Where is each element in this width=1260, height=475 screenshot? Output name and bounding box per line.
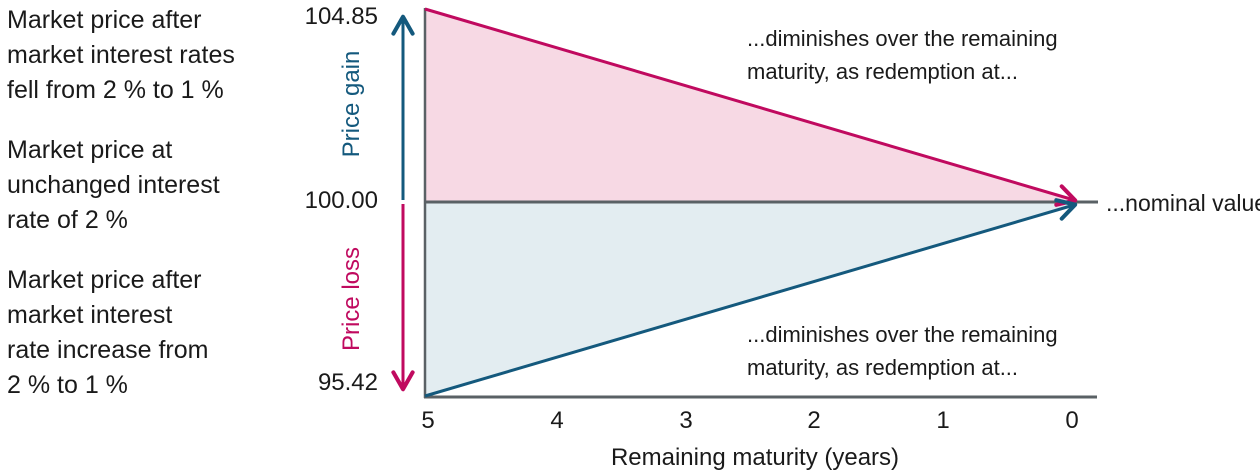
x-tick-0: 0	[1065, 407, 1079, 434]
annotation-upper-diminishes: ...diminishes over the remaining maturit…	[747, 26, 1058, 84]
x-tick-3: 3	[679, 407, 693, 434]
caption-price-after-rate-increase: Market price after market interest rate …	[7, 266, 209, 399]
annotation-lower-diminishes: ...diminishes over the remaining maturit…	[747, 322, 1058, 380]
annotation-nominal-value: ...nominal value	[1106, 190, 1260, 216]
price-loss-label: Price loss	[338, 246, 365, 352]
x-tick-1: 1	[936, 407, 950, 434]
x-tick-2: 2	[807, 407, 821, 434]
x-tick-4: 4	[550, 407, 564, 434]
y-value-95-42: 95.42	[317, 369, 378, 396]
price-gain-label: Price gain	[338, 50, 365, 158]
y-value-100-00: 100.00	[304, 187, 378, 214]
price-loss-path	[424, 198, 1078, 398]
price-gain-path	[424, 7, 1078, 207]
caption-price-unchanged-rate: Market price at unchanged interest rate …	[7, 136, 220, 234]
x-axis-title: Remaining maturity (years)	[610, 444, 900, 471]
x-tick-5: 5	[421, 407, 435, 434]
y-value-104-85: 104.85	[304, 3, 378, 30]
caption-price-after-rates-fell: Market price after market interest rates…	[7, 6, 235, 104]
